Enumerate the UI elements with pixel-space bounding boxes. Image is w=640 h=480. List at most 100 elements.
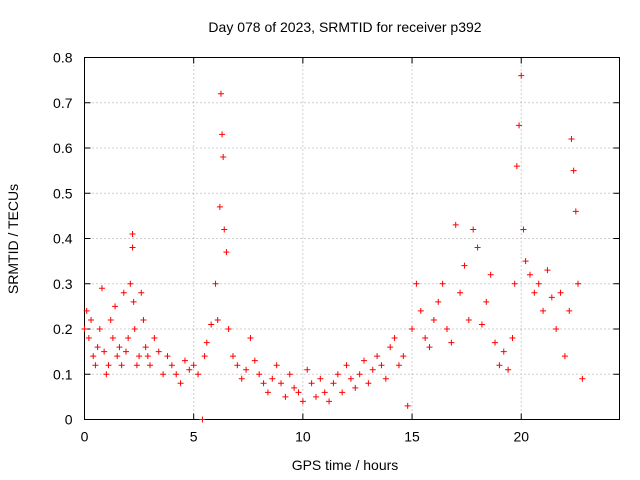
data-point: [129, 244, 136, 251]
data-point: [352, 384, 359, 391]
data-point: [575, 280, 582, 287]
data-point: [312, 393, 319, 400]
data-point: [317, 375, 324, 382]
data-point: [299, 398, 306, 405]
data-point: [96, 326, 103, 332]
data-point: [561, 353, 568, 360]
data-point: [417, 307, 424, 314]
data-point: [114, 353, 121, 360]
data-point: [103, 371, 110, 378]
data-point: [140, 316, 147, 323]
data-point: [201, 353, 208, 360]
data-point: [452, 221, 459, 228]
data-point: [579, 375, 586, 382]
data-point: [308, 380, 315, 387]
data-point: [125, 335, 132, 342]
data-point: [127, 280, 134, 287]
data-point: [83, 307, 90, 314]
data-point: [118, 362, 125, 369]
data-point: [147, 362, 154, 369]
data-point: [138, 289, 145, 296]
data-point: [522, 258, 529, 265]
data-point: [470, 226, 477, 233]
data-point: [212, 280, 219, 287]
data-point: [321, 389, 328, 396]
data-point: [374, 353, 381, 360]
data-point: [378, 362, 385, 369]
data-point: [243, 366, 250, 373]
y-axis-label: SRMTID / TECUs: [5, 184, 21, 294]
y-tick-label: 0.2: [53, 321, 73, 337]
data-point: [544, 267, 551, 274]
data-point: [513, 163, 520, 170]
data-point: [116, 344, 123, 351]
data-point: [448, 339, 455, 346]
data-point: [330, 380, 337, 387]
data-point: [548, 294, 555, 301]
data-point: [208, 321, 215, 328]
y-tick-label: 0: [65, 412, 73, 428]
y-tick-label: 0.1: [53, 366, 73, 382]
data-point: [264, 389, 271, 396]
y-tick-label: 0.3: [53, 276, 73, 292]
y-tick-label: 0.4: [53, 231, 73, 247]
data-point: [291, 384, 298, 391]
data-point: [557, 289, 564, 296]
data-point: [269, 375, 276, 382]
data-point: [273, 362, 280, 369]
data-point: [151, 335, 158, 342]
data-points: [81, 72, 586, 423]
data-point: [216, 203, 223, 210]
x-tick-label: 0: [81, 429, 89, 445]
data-point: [90, 353, 97, 360]
data-point: [430, 316, 437, 323]
data-point: [570, 167, 577, 174]
grid: [84, 57, 620, 420]
data-point: [199, 416, 206, 423]
data-point: [238, 375, 245, 382]
data-point: [217, 90, 224, 97]
data-point: [130, 298, 137, 305]
data-point: [483, 298, 490, 305]
data-point: [144, 353, 151, 360]
data-point: [387, 344, 394, 351]
data-point: [155, 348, 162, 355]
data-point: [343, 362, 350, 369]
data-point: [251, 357, 258, 364]
data-point: [409, 326, 416, 332]
data-point: [109, 335, 116, 342]
data-point: [520, 226, 527, 233]
data-point: [105, 362, 112, 369]
data-point: [295, 389, 302, 396]
data-point: [422, 335, 429, 342]
data-point: [203, 339, 210, 346]
data-point: [511, 280, 518, 287]
data-point: [531, 289, 538, 296]
data-point: [136, 353, 143, 360]
y-tick-label: 0.8: [53, 50, 73, 66]
data-point: [505, 366, 512, 373]
data-point: [334, 371, 341, 378]
data-point: [282, 393, 289, 400]
data-point: [177, 380, 184, 387]
data-point: [413, 280, 420, 287]
data-point: [223, 249, 230, 256]
data-point: [98, 285, 105, 292]
data-point: [339, 389, 346, 396]
data-point: [81, 326, 88, 332]
data-point: [186, 366, 193, 373]
data-point: [133, 362, 140, 369]
data-point: [229, 353, 236, 360]
data-point: [164, 353, 171, 360]
data-point: [219, 131, 226, 138]
data-point: [260, 380, 267, 387]
axis-ticks: 0 0.1 0.2 0.3 0.4 0.5 0.6 0.7 0.8 0 5 10 15 20: [53, 50, 620, 445]
data-point: [361, 357, 368, 364]
data-point: [120, 289, 127, 296]
data-point: [173, 371, 180, 378]
y-tick-label: 0.6: [53, 140, 73, 156]
data-point: [286, 371, 293, 378]
x-axis-label: GPS time / hours: [292, 457, 399, 473]
data-point: [496, 362, 503, 369]
data-point: [492, 339, 499, 346]
